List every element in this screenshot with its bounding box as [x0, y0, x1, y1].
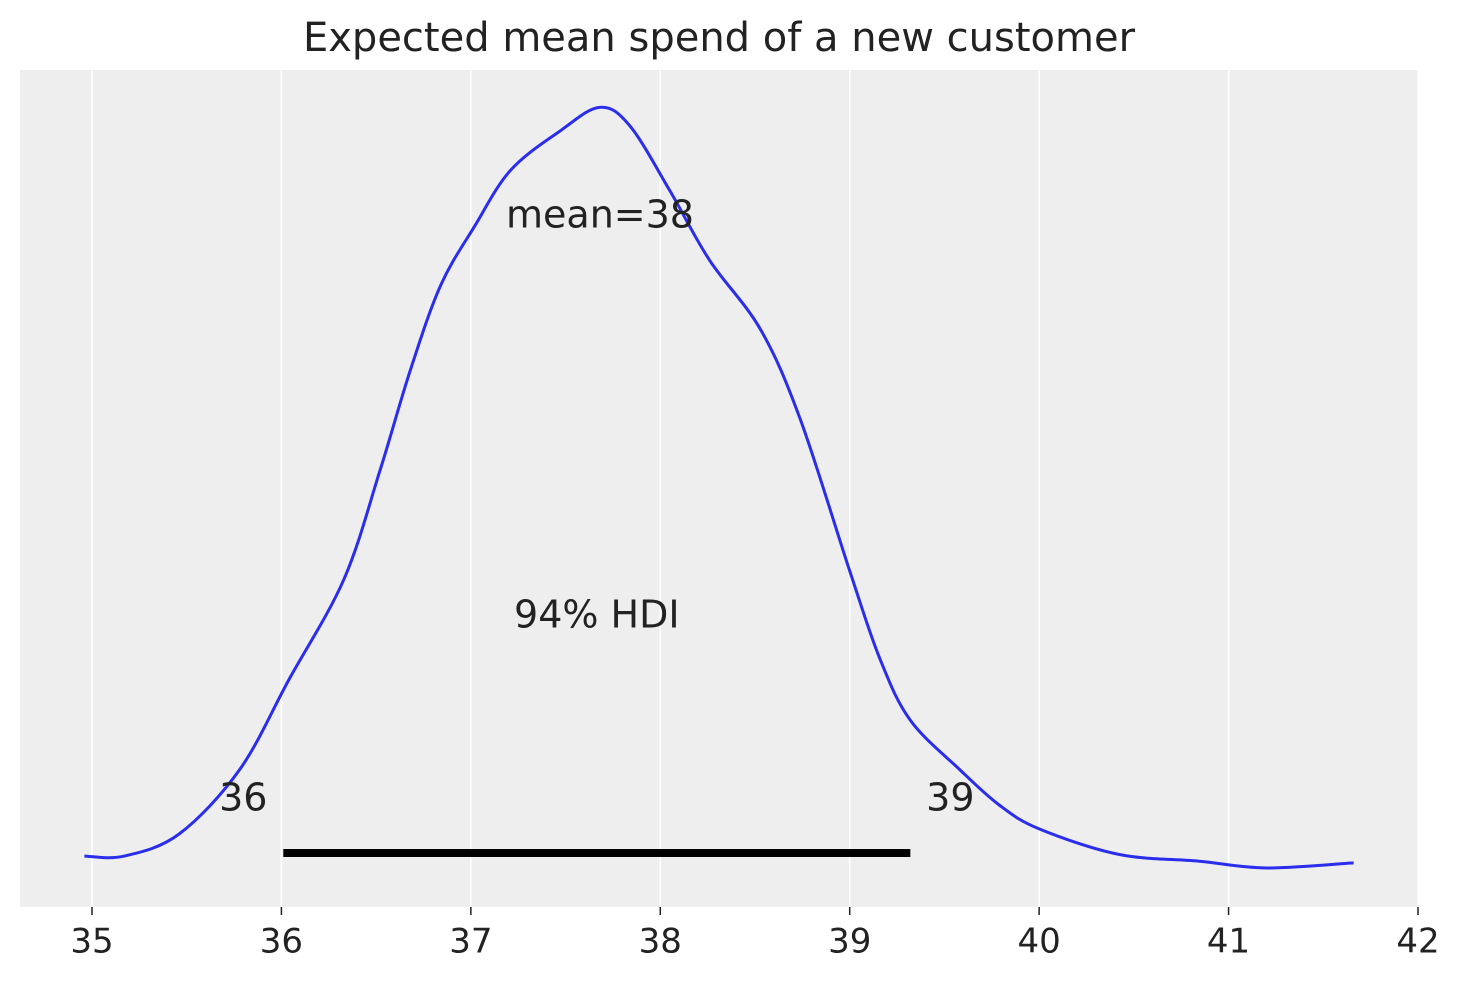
- x-tick-label: 36: [260, 922, 303, 962]
- density-line: [84, 105, 1354, 870]
- x-tick-label: 39: [828, 922, 871, 962]
- hdi-label: 94% HDI: [514, 593, 680, 637]
- x-tick-label: 38: [639, 922, 682, 962]
- x-tick-label: 35: [70, 922, 113, 962]
- x-tick-label: 41: [1207, 922, 1250, 962]
- hdi-low-label: 36: [219, 776, 267, 820]
- x-tick-label: 37: [449, 922, 492, 962]
- x-tick-label: 42: [1396, 922, 1439, 962]
- x-tick-label: 40: [1018, 922, 1061, 962]
- mean-label: mean=38: [506, 193, 694, 237]
- chart-title: Expected mean spend of a new customer: [303, 15, 1136, 61]
- plot-area: [20, 70, 1418, 907]
- hdi-high-label: 39: [926, 776, 974, 820]
